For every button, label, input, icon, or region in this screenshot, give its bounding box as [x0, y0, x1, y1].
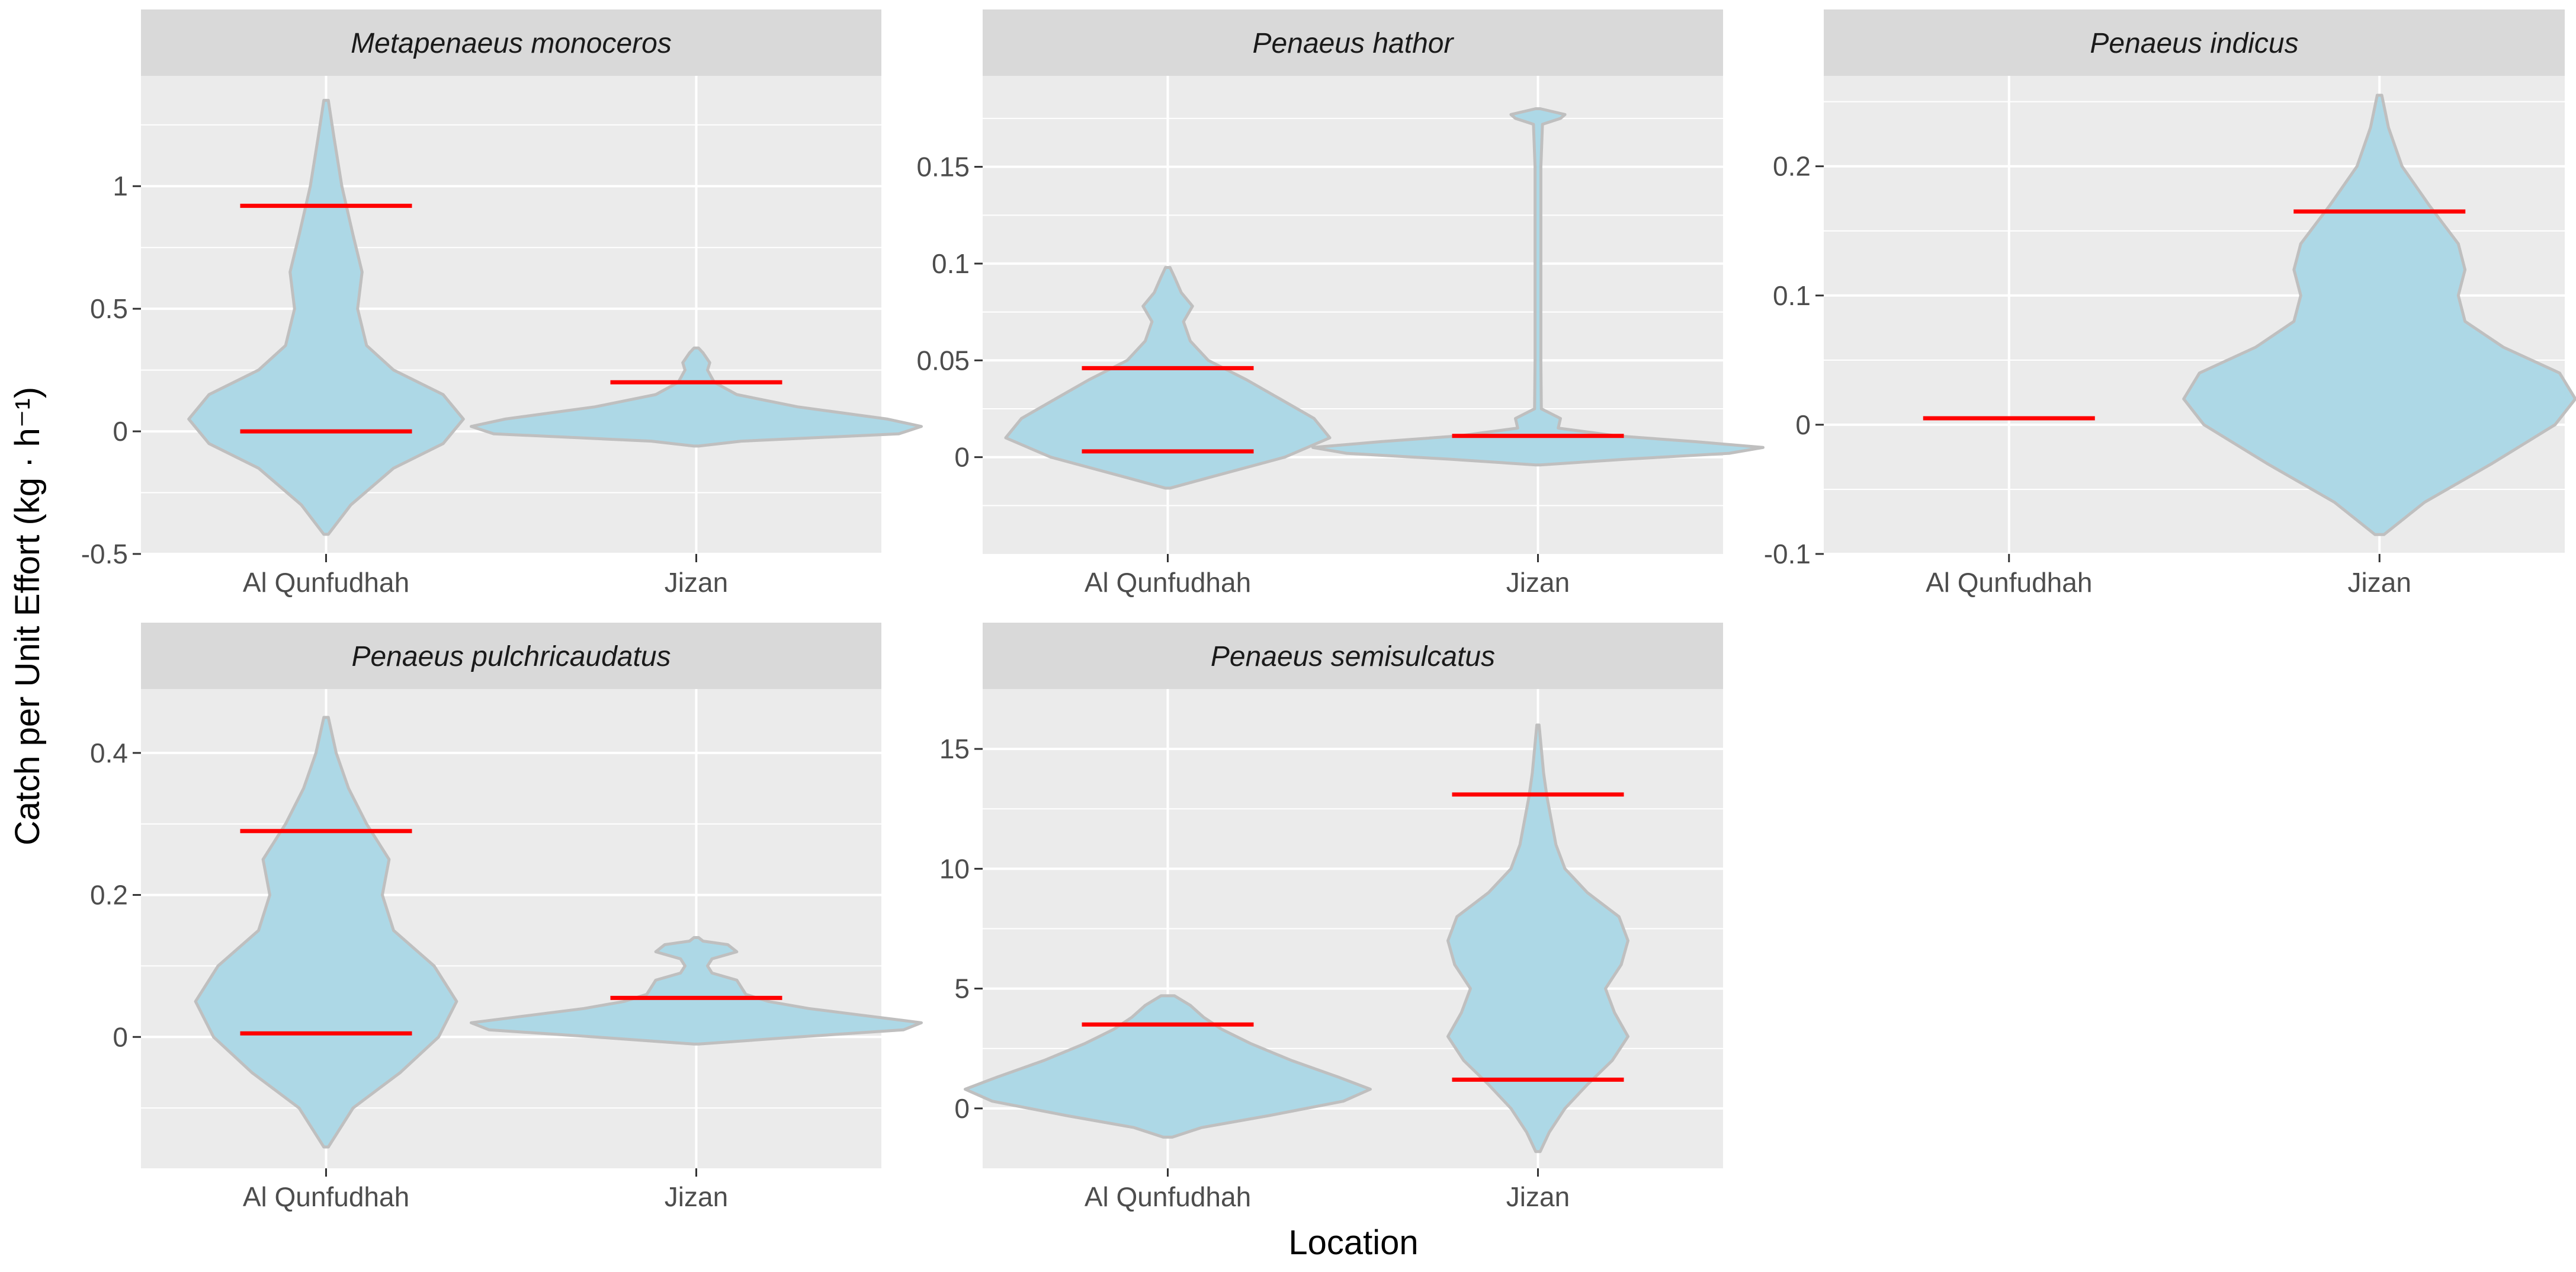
x-tick-label: Jizan: [2348, 567, 2411, 598]
facet-title: Metapenaeus monoceros: [351, 28, 672, 59]
violin-al-qunfudhah: [964, 994, 1372, 1139]
y-tick-label: 0.2: [90, 880, 128, 911]
violin-al-qunfudhah: [194, 716, 458, 1149]
x-tick-label: Al Qunfudhah: [243, 567, 409, 598]
x-tick-label: Jizan: [665, 1181, 728, 1212]
y-tick-label: 0.2: [1773, 151, 1811, 182]
violin-jizan: [470, 936, 923, 1046]
violin-jizan: [470, 346, 923, 448]
y-tick-label: 1: [113, 171, 128, 201]
facet-title: Penaeus hathor: [1253, 28, 1455, 59]
x-tick-label: Jizan: [665, 567, 728, 598]
y-tick-label: 0.15: [916, 152, 970, 182]
facet-strip: [1824, 9, 2565, 76]
violin-jizan: [1446, 723, 1629, 1154]
violin-jizan: [1311, 107, 1765, 467]
x-tick-label: Al Qunfudhah: [1085, 1181, 1251, 1212]
y-axis-title: Catch per Unit Effort (kg · h⁻¹): [8, 387, 47, 845]
x-tick-label: Jizan: [1506, 567, 1570, 598]
facet-title: Penaeus indicus: [2090, 28, 2298, 59]
facet-strip: [141, 9, 881, 76]
y-tick-label: 15: [939, 733, 970, 764]
facet-panel-1: Metapenaeus monoceros -0.5 0 0.5 1 Al Qunfudh…: [81, 9, 923, 598]
y-tick-label: 0: [1795, 409, 1811, 440]
facet-panel-5: Penaeus semisulcatus 0 5 10 15 Al Qunfudhah Ji…: [939, 623, 1723, 1212]
y-tick-label: -0.1: [1764, 539, 1811, 569]
violin-al-qunfudhah: [1004, 266, 1332, 490]
y-tick-label: 10: [939, 853, 970, 884]
facet-panel-2: Penaeus hathor 0 0.05 0.1 0.15 Al Qunfudhah Ji…: [916, 9, 1765, 598]
x-axis-title: Location: [1288, 1223, 1418, 1262]
y-tick-label: 0.4: [90, 738, 128, 768]
y-tick-label: 0: [954, 1093, 970, 1124]
panel-background: [141, 689, 881, 1168]
facet-title: Penaeus semisulcatus: [1211, 641, 1495, 672]
panel-background: [983, 76, 1723, 554]
y-tick-label: 0: [113, 1021, 128, 1052]
violin-jizan: [2182, 94, 2576, 536]
facet-strip: [983, 623, 1723, 689]
x-tick-label: Jizan: [1506, 1181, 1570, 1212]
y-tick-label: 0: [113, 416, 128, 447]
y-tick-label: 5: [954, 973, 970, 1004]
facet-strip: [141, 623, 881, 689]
panel-background: [141, 76, 881, 554]
violin-al-qunfudhah: [187, 98, 465, 536]
y-tick-label: -0.5: [81, 539, 128, 569]
facet-panel-3: Penaeus indicus -0.1 0 0.1 0.2 Al Qunfudhah Ji…: [1764, 9, 2576, 598]
x-tick-label: Al Qunfudhah: [1926, 567, 2092, 598]
facet-strip: [983, 9, 1723, 76]
y-tick-label: 0.1: [1773, 280, 1811, 311]
x-tick-label: Al Qunfudhah: [1085, 567, 1251, 598]
y-tick-label: 0.05: [916, 345, 970, 376]
y-tick-label: 0: [954, 442, 970, 473]
facet-title: Penaeus pulchricaudatus: [351, 641, 671, 672]
facet-panel-4: Penaeus pulchricaudatus 0 0.2 0.4 Al Qunfudh…: [90, 623, 923, 1212]
x-tick-label: Al Qunfudhah: [243, 1181, 409, 1212]
y-tick-label: 0.1: [932, 248, 970, 279]
y-tick-label: 0.5: [90, 293, 128, 324]
